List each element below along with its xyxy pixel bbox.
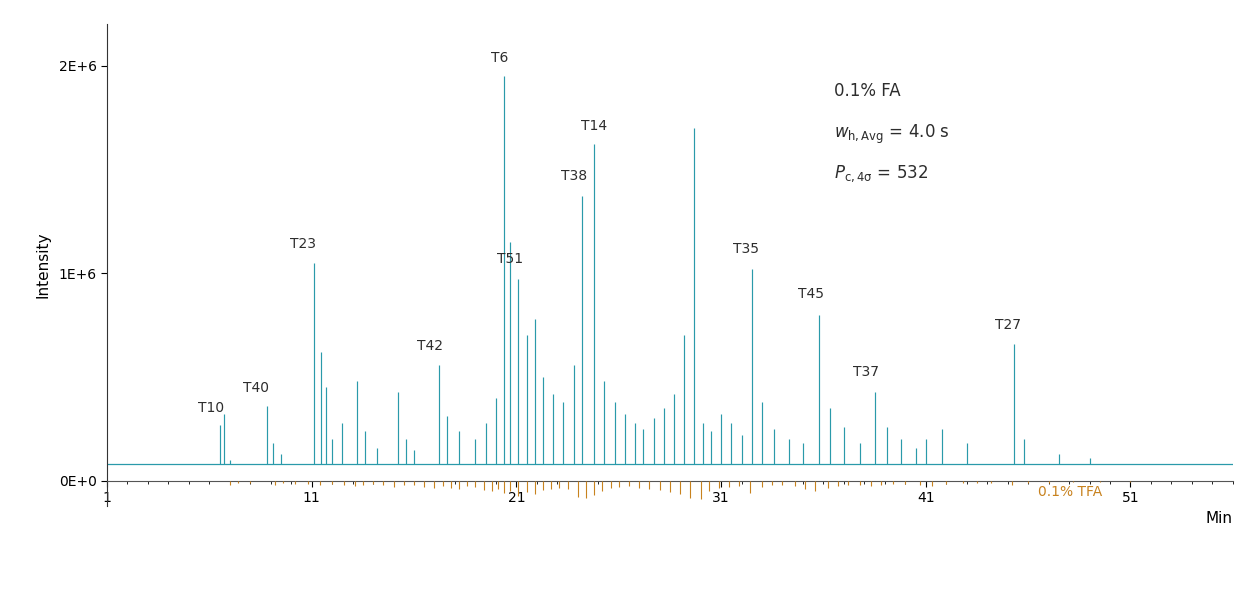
Y-axis label: Intensity: Intensity [35,232,50,298]
Text: $w_\mathregular{h,Avg}$ = 4.0 s: $w_\mathregular{h,Avg}$ = 4.0 s [834,123,950,146]
X-axis label: Min: Min [1206,510,1233,526]
Text: T35: T35 [732,241,759,255]
Text: T6: T6 [492,51,508,64]
Text: 0.1% FA: 0.1% FA [834,82,901,100]
Text: T10: T10 [199,402,224,415]
Text: T42: T42 [418,339,443,353]
Text: T14: T14 [581,119,608,133]
Text: T51: T51 [497,252,523,266]
Text: T37: T37 [853,365,879,379]
Text: T40: T40 [243,380,269,395]
Text: T23: T23 [291,237,317,252]
Text: 0.1% TFA: 0.1% TFA [1038,485,1102,499]
Text: $P_\mathregular{c,4\sigma}$ = 532: $P_\mathregular{c,4\sigma}$ = 532 [834,163,928,184]
Text: T38: T38 [561,169,586,183]
Text: T45: T45 [798,287,824,301]
Text: T27: T27 [995,318,1020,332]
